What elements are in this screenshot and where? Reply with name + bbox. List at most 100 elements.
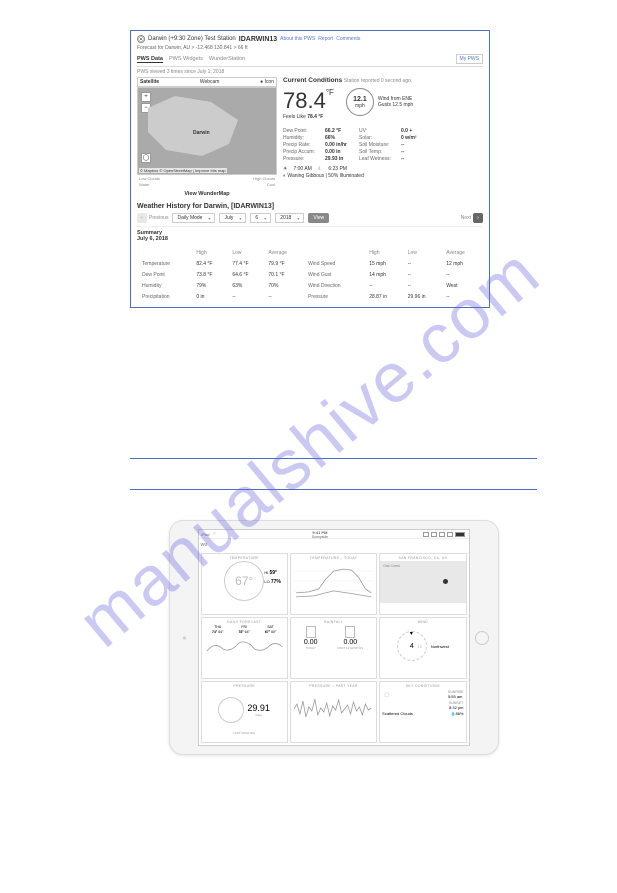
cond-label: Humidity: xyxy=(283,135,321,141)
table-header: Average xyxy=(265,248,303,257)
toolbar-icon[interactable] xyxy=(439,532,445,537)
forecast-spark xyxy=(205,637,284,655)
view-wundermap-link[interactable]: View WunderMap xyxy=(137,191,277,197)
temp-unit: °F xyxy=(326,88,334,97)
cond-label: Leaf Wetness: xyxy=(359,156,397,162)
forecast-day: THU74° 64° xyxy=(212,625,224,635)
mode-select[interactable]: Daily Mode xyxy=(172,213,215,223)
forecast-day: SAT67° 60° xyxy=(265,625,277,635)
table-cell: Temperature xyxy=(139,259,191,268)
humidity-val: 86% xyxy=(455,711,463,716)
tile-title: SKY CONDITIONS xyxy=(382,684,463,688)
cond-label: Pressure: xyxy=(283,156,321,162)
about-link[interactable]: About this PWS xyxy=(280,36,315,42)
map-area-label: Oak Creek xyxy=(383,564,400,568)
forecast-breadcrumb: Forecast for Darwin, AU > -12.468 130.84… xyxy=(137,45,483,51)
toolbar-icon[interactable] xyxy=(423,532,429,537)
moon-phase: Waning Gibbous | 50% Illuminated xyxy=(287,173,363,179)
tab-pws-data[interactable]: PWS Data xyxy=(137,56,163,63)
year-select[interactable]: 2018 xyxy=(275,213,304,223)
table-cell: Wind Direction xyxy=(305,281,364,290)
tile-pressure[interactable]: PRESSURE 29.91 inHg LAST MINUTES xyxy=(201,681,288,743)
map-zoom-in[interactable]: + xyxy=(141,92,151,102)
tile-title: WIND xyxy=(383,620,462,624)
comments-link[interactable]: Comments xyxy=(336,36,360,42)
rain-year-label: PAST 12 MONTHS xyxy=(338,646,364,650)
table-cell: Humidity xyxy=(139,281,191,290)
table-header xyxy=(305,248,364,257)
ipad-home-button[interactable] xyxy=(475,631,489,645)
legend-high: High Clouds xyxy=(253,176,275,181)
wind-gusts: Gusts 12.5 mph xyxy=(378,102,413,109)
table-header: Low xyxy=(229,248,263,257)
sunset-time: 6:23 PM xyxy=(328,166,347,172)
map[interactable]: + − ◯ Darwin © Mapbox © OpenStreetMap | … xyxy=(137,87,277,175)
tab-widgets[interactable]: PWS Widgets xyxy=(169,56,203,63)
toolbar-icon[interactable] xyxy=(447,532,453,537)
month-select[interactable]: July xyxy=(219,213,246,223)
ipad-frame: iPad ⌔ 9:41 PM Sunnyside wu xyxy=(169,520,499,755)
view-count: PWS viewed 3 times since July 1, 2018 xyxy=(137,69,483,75)
station-icon: ⦿ xyxy=(137,35,145,43)
tile-wind[interactable]: WIND ▾ 4 15 Northwest xyxy=(379,617,466,679)
station-id: IDARWIN13 xyxy=(239,36,277,43)
map-locate[interactable]: ◯ xyxy=(141,153,151,163)
table-cell: -- xyxy=(405,270,442,279)
table-cell: 73.8 °F xyxy=(193,270,227,279)
battery-icon xyxy=(455,532,465,537)
legend-low: Low Clouds xyxy=(139,176,160,181)
my-pws-button[interactable]: My PWS xyxy=(456,54,483,64)
cond-label: Soil Moisture: xyxy=(359,142,397,148)
tile-forecast[interactable]: DAILY FORECAST THU74° 64°FRI78° 64°SAT67… xyxy=(201,617,288,679)
table-cell: 28.87 in xyxy=(366,292,403,301)
cond-value: 0.00 in/hr xyxy=(325,142,355,148)
tile-map[interactable]: SAN FRANCISCO, CA, US Oak Creek xyxy=(379,553,466,615)
sky-condition: Scattered Clouds xyxy=(382,711,413,716)
day-select[interactable]: 6 xyxy=(250,213,271,223)
sunrise-val: 5:55 am xyxy=(448,694,464,699)
cond-label: Soil Temp: xyxy=(359,149,397,155)
table-cell: -- xyxy=(405,259,442,268)
wifi-icon: ⌔ xyxy=(213,531,217,537)
table-cell: 29.96 in xyxy=(405,292,442,301)
tile-temperature[interactable]: TEMPERATURE 67° HI 59° LO 77% xyxy=(201,553,288,615)
next-button[interactable]: Next› xyxy=(461,213,483,223)
cond-value: 29.93 in xyxy=(325,156,355,162)
cond-label: Precip Accum: xyxy=(283,149,321,155)
table-cell: 14 mph xyxy=(366,270,403,279)
table-cell: 70.1 °F xyxy=(265,270,303,279)
table-header: High xyxy=(366,248,403,257)
table-cell: West xyxy=(443,281,481,290)
rain-year: 0.00 xyxy=(338,639,364,646)
temp-chart xyxy=(294,561,373,601)
map-tab-satellite[interactable]: Satellite xyxy=(140,79,159,85)
wu-logo: wu xyxy=(199,539,213,551)
divider-line xyxy=(130,458,537,459)
divider-line xyxy=(130,489,537,490)
previous-button[interactable]: ‹Previous xyxy=(137,213,168,223)
tile-rainfall[interactable]: RAINFALL 0.00 TODAY 0.00 PAST 12 MONTHS xyxy=(290,617,377,679)
pressure-unit: inHg xyxy=(247,713,270,717)
weather-dashboard: ⦿ Darwin (+9:30 Zone) Test Station IDARW… xyxy=(130,30,490,308)
status-device: iPad xyxy=(202,532,210,537)
table-row: Temperature82.4 °F77.4 °F79.9 °FWind Spe… xyxy=(139,259,481,268)
cond-value: 66.2 °F xyxy=(325,128,355,134)
view-button[interactable]: View xyxy=(308,213,329,223)
conditions-title: Current Conditions xyxy=(283,77,342,84)
cond-label: Dew Point: xyxy=(283,128,321,134)
pressure-gauge-icon xyxy=(218,697,244,723)
map-tab-webcam[interactable]: Webcam xyxy=(200,79,220,85)
tile-sky[interactable]: SKY CONDITIONS ☼SUNRISE5:55 am SUNSET8:3… xyxy=(379,681,466,743)
mini-map[interactable]: Oak Creek xyxy=(380,561,465,603)
cond-value: 0.0 + xyxy=(401,128,431,134)
forecast-day: FRI78° 64° xyxy=(238,625,250,635)
table-cell: -- xyxy=(265,292,303,301)
report-link[interactable]: Report xyxy=(318,36,333,42)
map-icon-toggle[interactable]: ● Icon xyxy=(260,79,274,85)
toolbar-icon[interactable] xyxy=(431,532,437,537)
tile-temp-today[interactable]: TEMPERATURE – TODAY xyxy=(290,553,377,615)
summary-table: HighLowAverageHighLowAverage Temperature… xyxy=(137,246,483,303)
tile-pressure-year[interactable]: PRESSURE – PAST YEAR xyxy=(290,681,377,743)
tab-wunder[interactable]: WunderStation xyxy=(209,56,245,63)
table-cell: 77.4 °F xyxy=(229,259,263,268)
